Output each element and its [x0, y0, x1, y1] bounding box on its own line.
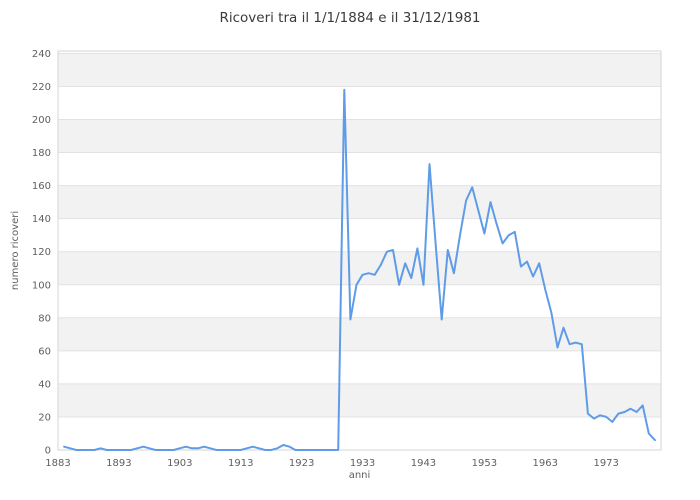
x-tick-label: 1903	[167, 458, 192, 469]
x-tick-label: 1943	[411, 458, 436, 469]
y-tick-label: 240	[32, 49, 51, 60]
y-tick-label: 100	[32, 280, 51, 291]
y-tick-label: 40	[38, 379, 51, 390]
plot-band	[58, 383, 661, 417]
x-tick-label: 1893	[106, 458, 131, 469]
y-tick-label: 220	[32, 82, 51, 93]
chart-title: Ricoveri tra il 1/1/1884 e il 31/12/1981	[219, 10, 481, 26]
x-tick-label: 1973	[593, 458, 618, 469]
y-axis-title: numero ricoveri	[10, 211, 21, 290]
x-tick-label: 1883	[45, 458, 70, 469]
plot-band	[58, 185, 661, 219]
y-tick-label: 180	[32, 148, 51, 159]
x-tick-label: 1933	[350, 458, 375, 469]
y-tick-label: 160	[32, 181, 51, 192]
y-tick-label: 60	[38, 346, 51, 357]
data-line	[63, 88, 656, 451]
x-tick-label: 1963	[533, 458, 558, 469]
x-tick-label: 1953	[472, 458, 497, 469]
plot-border	[57, 50, 662, 451]
y-tick-label: 200	[32, 115, 51, 126]
y-tick-label: 140	[32, 214, 51, 225]
plot-band	[58, 53, 661, 87]
y-tick-label: 80	[38, 313, 51, 324]
plot-band	[58, 317, 661, 351]
y-tick-label: 20	[38, 412, 51, 423]
x-axis-title: anni	[349, 470, 371, 481]
x-tick-label: 1913	[228, 458, 253, 469]
x-tick-label: 1923	[289, 458, 314, 469]
y-tick-label: 120	[32, 247, 51, 258]
y-tick-label: 0	[45, 446, 51, 457]
plot-band	[58, 119, 661, 153]
